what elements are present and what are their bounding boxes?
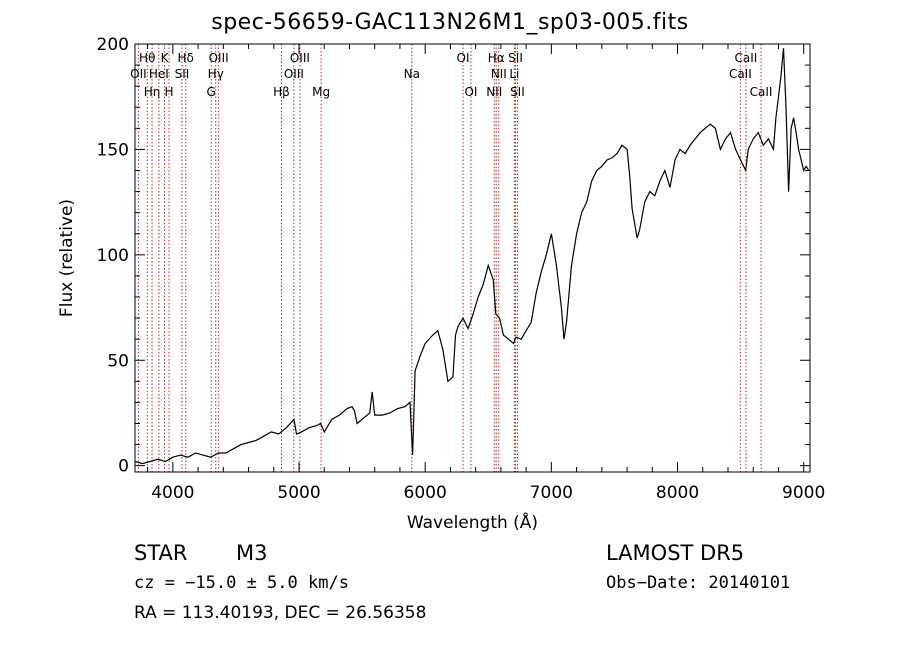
spectrum-line [134,48,810,465]
spectral-line-label: Hη [144,85,161,99]
spectral-line-label: OIII [284,67,304,81]
redshift-cz: cz = −15.0 ± 5.0 km/s [134,573,349,593]
spectral-line-label: HeI [149,67,169,81]
spectral-line-label: Na [404,67,420,81]
spectral-line-label: Hγ [208,67,224,81]
y-tick-label: 0 [118,457,129,477]
spectral-line-label: SII [508,51,523,65]
spectral-line-label: CaII [729,67,752,81]
x-tick-label: 6000 [404,483,447,503]
spectral-line-label: G [207,85,216,99]
spectral-line-label: OI [464,85,477,99]
object-type: STAR [134,541,188,565]
spectral-line-label: Hα [488,51,505,65]
spectral-line-label: CaII [750,85,773,99]
survey-name: LAMOST DR5 [606,541,745,565]
y-tick-label: 200 [97,35,129,55]
x-axis-label: Wavelength (Å) [407,511,538,533]
spectral-line-label: OIII [290,51,310,65]
x-tick-label: 7000 [530,483,573,503]
spectral-line-label: H [165,85,174,99]
x-tick-label: 9000 [782,483,825,503]
spectral-line-label: K [161,51,170,65]
plot-frame [134,43,811,473]
spectral-line-label: OII [130,67,147,81]
x-tick-label: 8000 [656,483,699,503]
spectral-line-label: CaII [735,51,758,65]
y-tick-label: 100 [97,246,129,266]
chart-title: spec-56659-GAC113N26M1_sp03-005.fits [211,10,689,35]
y-tick-label: 50 [107,351,129,371]
spectral-line-label: Hβ [273,85,290,99]
y-tick-label: 150 [97,140,129,160]
spectral-line-label: Mg [312,85,330,99]
spectral-line-label: NII [491,67,507,81]
x-tick-label: 4000 [151,483,194,503]
ra-dec-coordinates: RA = 113.40193, DEC = 26.56358 [134,603,427,623]
spectral-line-label: SII [510,85,525,99]
x-tick-label: 5000 [277,483,320,503]
spectral-line-label: Hθ [139,51,155,65]
spectral-line-label: SII [175,67,190,81]
spectral-line-label: OI [457,51,470,65]
observation-date: Obs−Date: 20140101 [606,573,791,593]
spectral-line-label: Li [509,67,519,81]
y-axis-label: Flux (relative) [57,199,77,317]
object-class: M3 [236,541,268,565]
spectral-line-label: NII [486,85,502,99]
spectral-line-label: Hδ [178,51,194,65]
spectral-line-label: OIII [209,51,229,65]
